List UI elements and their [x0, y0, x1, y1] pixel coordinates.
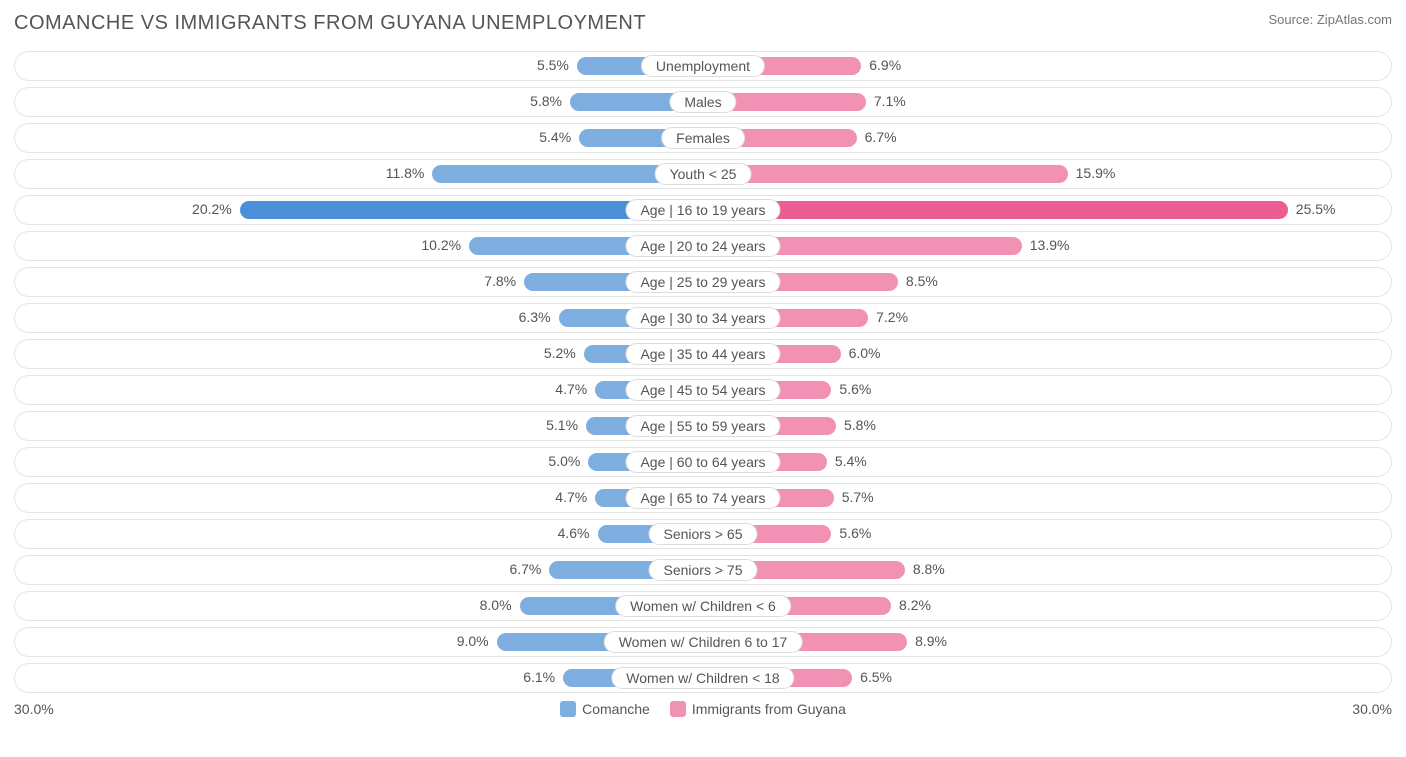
row-label: Seniors > 65: [649, 523, 758, 545]
bar-right: [703, 165, 1068, 183]
legend-swatch-comanche: [560, 701, 576, 717]
bar-right: [703, 201, 1288, 219]
value-left: 20.2%: [192, 201, 232, 217]
row-label: Age | 16 to 19 years: [625, 199, 780, 221]
chart-row: 4.7% 5.7% Age | 65 to 74 years: [14, 483, 1392, 513]
value-right: 6.0%: [849, 345, 881, 361]
value-right: 6.5%: [860, 669, 892, 685]
axis-max-left: 30.0%: [14, 701, 54, 717]
chart-row: 6.7% 8.8% Seniors > 75: [14, 555, 1392, 585]
value-right: 5.6%: [839, 381, 871, 397]
legend-item-guyana: Immigrants from Guyana: [670, 701, 846, 717]
legend-label-comanche: Comanche: [582, 701, 650, 717]
chart-row: 5.0% 5.4% Age | 60 to 64 years: [14, 447, 1392, 477]
value-left: 5.0%: [548, 453, 580, 469]
chart-row: 7.8% 8.5% Age | 25 to 29 years: [14, 267, 1392, 297]
row-label: Age | 45 to 54 years: [625, 379, 780, 401]
value-right: 5.7%: [842, 489, 874, 505]
chart-row: 5.8% 7.1% Males: [14, 87, 1392, 117]
row-label: Women w/ Children < 6: [615, 595, 791, 617]
chart-row: 10.2% 13.9% Age | 20 to 24 years: [14, 231, 1392, 261]
row-label: Age | 20 to 24 years: [625, 235, 780, 257]
value-right: 7.2%: [876, 309, 908, 325]
chart-title: COMANCHE VS IMMIGRANTS FROM GUYANA UNEMP…: [14, 12, 646, 35]
chart-row: 9.0% 8.9% Women w/ Children 6 to 17: [14, 627, 1392, 657]
value-left: 5.5%: [537, 57, 569, 73]
value-right: 8.5%: [906, 273, 938, 289]
axis-max-right: 30.0%: [1352, 701, 1392, 717]
value-right: 8.2%: [899, 597, 931, 613]
chart-row: 5.5% 6.9% Unemployment: [14, 51, 1392, 81]
value-left: 6.7%: [509, 561, 541, 577]
value-right: 5.6%: [839, 525, 871, 541]
value-left: 7.8%: [484, 273, 516, 289]
value-left: 8.0%: [480, 597, 512, 613]
row-label: Females: [661, 127, 745, 149]
row-label: Age | 35 to 44 years: [625, 343, 780, 365]
value-right: 15.9%: [1076, 165, 1116, 181]
value-left: 4.7%: [555, 381, 587, 397]
value-right: 25.5%: [1296, 201, 1336, 217]
row-label: Youth < 25: [655, 163, 752, 185]
chart-row: 5.1% 5.8% Age | 55 to 59 years: [14, 411, 1392, 441]
row-label: Males: [669, 91, 736, 113]
value-left: 10.2%: [421, 237, 461, 253]
chart-area: 5.5% 6.9% Unemployment 5.8% 7.1% Males 5.4% 6.7…: [14, 51, 1392, 693]
chart-row: 6.1% 6.5% Women w/ Children < 18: [14, 663, 1392, 693]
value-right: 6.7%: [865, 129, 897, 145]
value-right: 13.9%: [1030, 237, 1070, 253]
row-label: Age | 55 to 59 years: [625, 415, 780, 437]
legend-label-guyana: Immigrants from Guyana: [692, 701, 846, 717]
legend-item-comanche: Comanche: [560, 701, 650, 717]
value-left: 6.1%: [523, 669, 555, 685]
chart-source: Source: ZipAtlas.com: [1268, 12, 1392, 27]
value-right: 5.4%: [835, 453, 867, 469]
value-left: 11.8%: [386, 165, 425, 181]
value-left: 9.0%: [457, 633, 489, 649]
value-right: 8.9%: [915, 633, 947, 649]
row-label: Age | 60 to 64 years: [625, 451, 780, 473]
value-left: 5.2%: [544, 345, 576, 361]
value-right: 5.8%: [844, 417, 876, 433]
chart-row: 20.2% 25.5% Age | 16 to 19 years: [14, 195, 1392, 225]
value-left: 4.7%: [555, 489, 587, 505]
chart-row: 5.4% 6.7% Females: [14, 123, 1392, 153]
row-label: Unemployment: [641, 55, 765, 77]
legend-swatch-guyana: [670, 701, 686, 717]
value-right: 6.9%: [869, 57, 901, 73]
row-label: Women w/ Children < 18: [611, 667, 794, 689]
value-left: 5.4%: [539, 129, 571, 145]
chart-row: 5.2% 6.0% Age | 35 to 44 years: [14, 339, 1392, 369]
chart-row: 8.0% 8.2% Women w/ Children < 6: [14, 591, 1392, 621]
chart-header: COMANCHE VS IMMIGRANTS FROM GUYANA UNEMP…: [14, 12, 1392, 35]
chart-row: 4.7% 5.6% Age | 45 to 54 years: [14, 375, 1392, 405]
legend: Comanche Immigrants from Guyana: [560, 701, 846, 717]
row-label: Seniors > 75: [649, 559, 758, 581]
row-label: Age | 65 to 74 years: [625, 487, 780, 509]
chart-footer: 30.0% Comanche Immigrants from Guyana 30…: [14, 701, 1392, 717]
value-left: 6.3%: [519, 309, 551, 325]
row-label: Age | 30 to 34 years: [625, 307, 780, 329]
value-right: 7.1%: [874, 93, 906, 109]
value-right: 8.8%: [913, 561, 945, 577]
value-left: 5.8%: [530, 93, 562, 109]
chart-row: 11.8% 15.9% Youth < 25: [14, 159, 1392, 189]
row-label: Women w/ Children 6 to 17: [604, 631, 803, 653]
chart-row: 6.3% 7.2% Age | 30 to 34 years: [14, 303, 1392, 333]
chart-row: 4.6% 5.6% Seniors > 65: [14, 519, 1392, 549]
value-left: 4.6%: [558, 525, 590, 541]
row-label: Age | 25 to 29 years: [625, 271, 780, 293]
value-left: 5.1%: [546, 417, 578, 433]
